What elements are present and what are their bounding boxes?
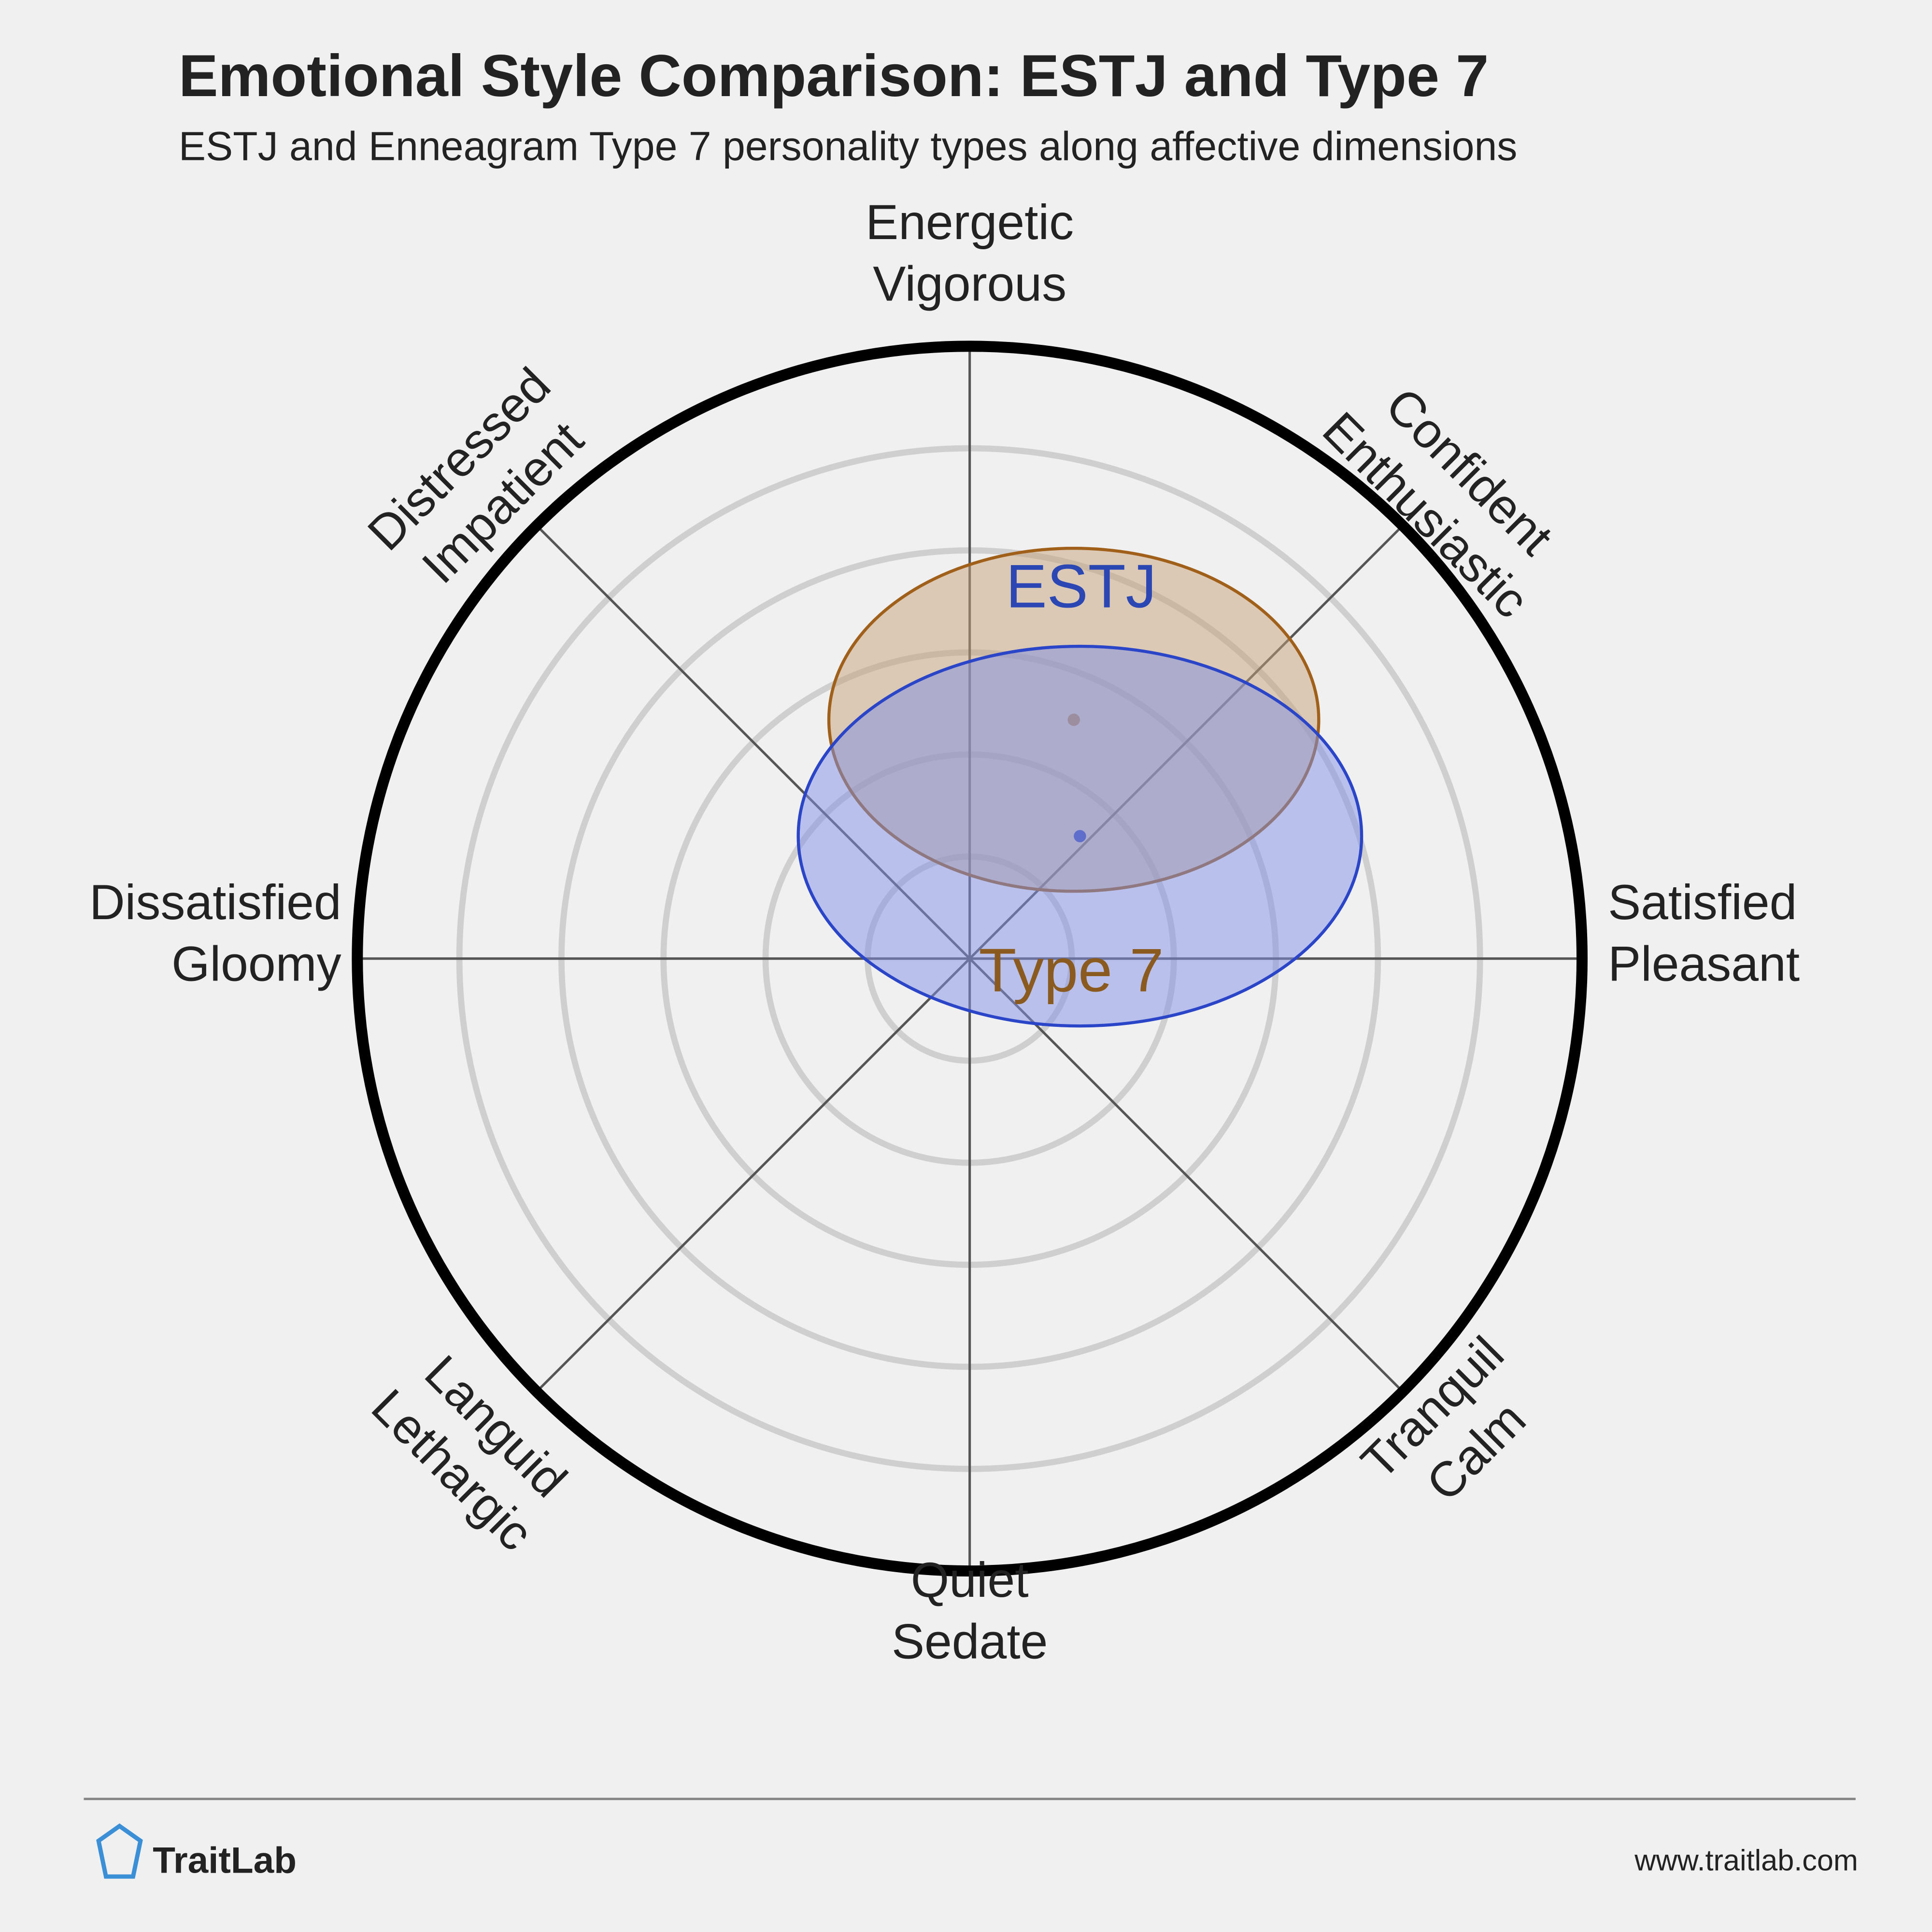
axis-label: Dissatisfied Gloomy bbox=[89, 875, 341, 992]
outer-ring bbox=[352, 341, 1588, 1577]
axis-spoke bbox=[968, 957, 1404, 1393]
series-label: ESTJ bbox=[1006, 553, 1157, 621]
axis-label-line: Satisfied bbox=[1608, 875, 1797, 930]
axis-spoke bbox=[536, 957, 971, 1393]
series-center bbox=[1074, 830, 1086, 842]
axis-label: Energetic Vigorous bbox=[866, 195, 1074, 312]
axis-label-line: Dissatisfied bbox=[89, 875, 341, 930]
axis-label-line: Sedate bbox=[892, 1614, 1048, 1669]
axis-label: Satisfied Pleasant bbox=[1608, 875, 1800, 992]
axis-label-line: Pleasant bbox=[1608, 937, 1800, 992]
logo-icon bbox=[96, 1823, 143, 1879]
axis-label-line: Quiet bbox=[911, 1552, 1029, 1607]
series-label: Type 7 bbox=[979, 937, 1164, 1005]
axis-label-line: Vigorous bbox=[873, 256, 1066, 311]
axis-label-line: Energetic bbox=[866, 195, 1074, 250]
footer-brand: TraitLab bbox=[153, 1840, 297, 1881]
chart-subtitle: ESTJ and Enneagram Type 7 personality ty… bbox=[179, 124, 1518, 169]
footer-url: www.traitlab.com bbox=[1634, 1844, 1858, 1876]
axis-label-line: Gloomy bbox=[171, 937, 341, 992]
axis-label: Quiet Sedate bbox=[892, 1552, 1048, 1669]
chart-title: Emotional Style Comparison: ESTJ and Typ… bbox=[179, 43, 1489, 109]
